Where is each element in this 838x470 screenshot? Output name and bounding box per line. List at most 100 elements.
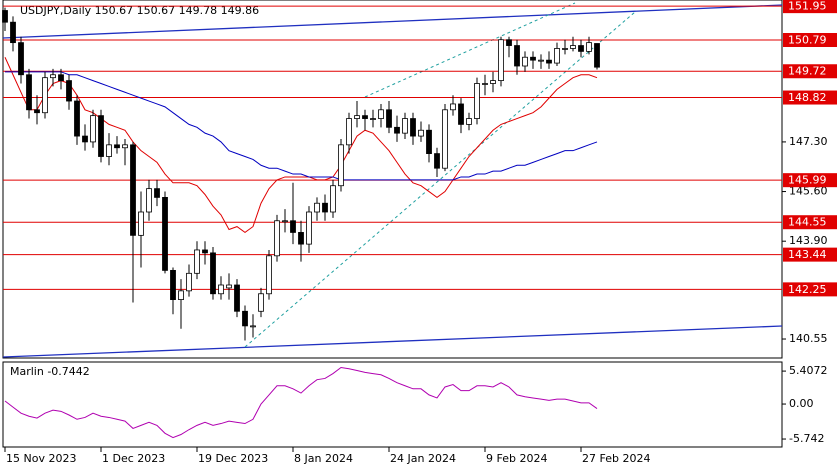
candle-body bbox=[530, 56, 536, 61]
candle-body bbox=[82, 135, 88, 143]
candle-body bbox=[42, 77, 48, 114]
candle-body bbox=[122, 144, 128, 149]
y-tick-label: -5.742 bbox=[789, 432, 824, 445]
candle-body bbox=[386, 109, 392, 128]
candle-body bbox=[306, 211, 312, 245]
indicator-title: Marlin -0.7442 bbox=[10, 365, 90, 378]
candle-body bbox=[162, 196, 168, 271]
level-label: 149.72 bbox=[788, 65, 827, 78]
level-label-box bbox=[783, 64, 837, 79]
candle-body bbox=[522, 56, 528, 67]
candle-body bbox=[314, 202, 320, 213]
candle-body bbox=[370, 118, 376, 120]
y-tick-label: 0.00 bbox=[789, 397, 814, 410]
level-label: 143.44 bbox=[788, 248, 827, 261]
channel-line bbox=[2, 325, 783, 358]
level-label: 148.82 bbox=[788, 91, 827, 104]
level-label: 142.25 bbox=[788, 283, 827, 296]
candle-body bbox=[562, 48, 568, 50]
candle-body bbox=[330, 185, 336, 213]
candle-body bbox=[10, 21, 16, 44]
candle-body bbox=[594, 43, 600, 68]
candle-body bbox=[442, 109, 448, 169]
candle-body bbox=[106, 144, 112, 157]
candle-body bbox=[338, 144, 344, 187]
candle-body bbox=[266, 255, 272, 295]
channel-line bbox=[244, 11, 636, 348]
candle-body bbox=[34, 109, 40, 114]
candle-body bbox=[178, 290, 184, 300]
level-label: 145.99 bbox=[788, 174, 827, 187]
y-tick-label: 5.4072 bbox=[789, 364, 828, 377]
candle-body bbox=[554, 48, 560, 64]
candle-body bbox=[146, 188, 152, 213]
candle-body bbox=[322, 202, 328, 213]
candle-body bbox=[194, 249, 200, 274]
x-tick-label: 24 Jan 2024 bbox=[390, 452, 456, 465]
level-label-box bbox=[783, 90, 837, 105]
candle-body bbox=[130, 144, 136, 236]
level-label-box bbox=[783, 173, 837, 188]
candle-body bbox=[450, 103, 456, 111]
candle-body bbox=[434, 153, 440, 169]
candle-body bbox=[426, 129, 432, 154]
candle-body bbox=[498, 39, 504, 81]
candle-body bbox=[282, 220, 288, 223]
chart-title: USDJPY,Daily 150.67 150.67 149.78 149.86 bbox=[20, 4, 259, 17]
candle-body bbox=[226, 284, 232, 289]
candle-body bbox=[210, 252, 216, 295]
candle-body bbox=[410, 118, 416, 137]
candle-body bbox=[290, 220, 296, 233]
level-label: 144.55 bbox=[788, 216, 827, 229]
channel-line bbox=[364, 2, 576, 98]
candle-body bbox=[506, 39, 512, 46]
candle-body bbox=[274, 220, 280, 257]
candle-body bbox=[354, 115, 360, 119]
level-label-box bbox=[783, 215, 837, 230]
candle-body bbox=[58, 74, 64, 81]
candle-body bbox=[98, 115, 104, 157]
candle-body bbox=[26, 74, 32, 111]
candle-body bbox=[170, 269, 176, 300]
x-tick-label: 15 Nov 2023 bbox=[6, 452, 76, 465]
candle-body bbox=[298, 232, 304, 245]
level-label-box bbox=[783, 33, 837, 48]
candle-body bbox=[546, 59, 552, 64]
candle-body bbox=[402, 118, 408, 134]
candle-body bbox=[18, 42, 24, 76]
x-tick-label: 19 Dec 2023 bbox=[198, 452, 268, 465]
candle-body bbox=[250, 325, 256, 328]
candle-body bbox=[482, 83, 488, 85]
candle-body bbox=[90, 115, 96, 143]
x-tick-label: 8 Jan 2024 bbox=[294, 452, 353, 465]
level-label-box bbox=[783, 282, 837, 297]
y-tick-label: 147.30 bbox=[789, 135, 828, 148]
channel-line bbox=[2, 4, 783, 39]
candle-body bbox=[362, 115, 368, 119]
level-label-box bbox=[783, 0, 837, 14]
y-tick-label: 140.55 bbox=[789, 332, 828, 345]
candle-body bbox=[218, 284, 224, 295]
candle-body bbox=[234, 284, 240, 312]
candle-body bbox=[538, 59, 544, 62]
candle-body bbox=[346, 118, 352, 146]
y-tick-label: 143.90 bbox=[789, 234, 828, 247]
candle-body bbox=[114, 144, 120, 149]
x-tick-label: 9 Feb 2024 bbox=[486, 452, 547, 465]
candle-body bbox=[474, 83, 480, 119]
candle-body bbox=[418, 129, 424, 137]
indicator-line bbox=[4, 366, 598, 439]
level-label: 150.79 bbox=[788, 34, 827, 47]
candle-body bbox=[466, 118, 472, 125]
candle-body bbox=[2, 10, 8, 23]
candle-body bbox=[66, 80, 72, 102]
y-tick-label: 145.60 bbox=[789, 185, 828, 198]
candle-body bbox=[458, 103, 464, 125]
x-tick-label: 27 Feb 2024 bbox=[582, 452, 650, 465]
candle-body bbox=[378, 109, 384, 119]
candle-body bbox=[242, 310, 248, 327]
candle-body bbox=[490, 80, 496, 84]
main-panel bbox=[2, 0, 783, 359]
candle-body bbox=[186, 272, 192, 292]
